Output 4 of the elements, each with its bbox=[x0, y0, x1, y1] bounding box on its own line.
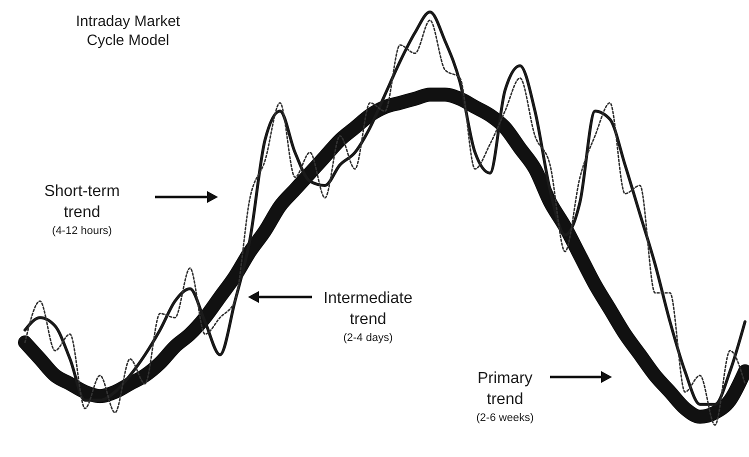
annotation: Short-term trend (4-12 hours) bbox=[44, 183, 120, 237]
text: Intraday Market Cycle Model bbox=[76, 13, 181, 49]
annotation: Intermediate trend (2-4 days) bbox=[324, 290, 413, 344]
annotation: Primary trend (2-6 weeks) bbox=[476, 370, 534, 424]
